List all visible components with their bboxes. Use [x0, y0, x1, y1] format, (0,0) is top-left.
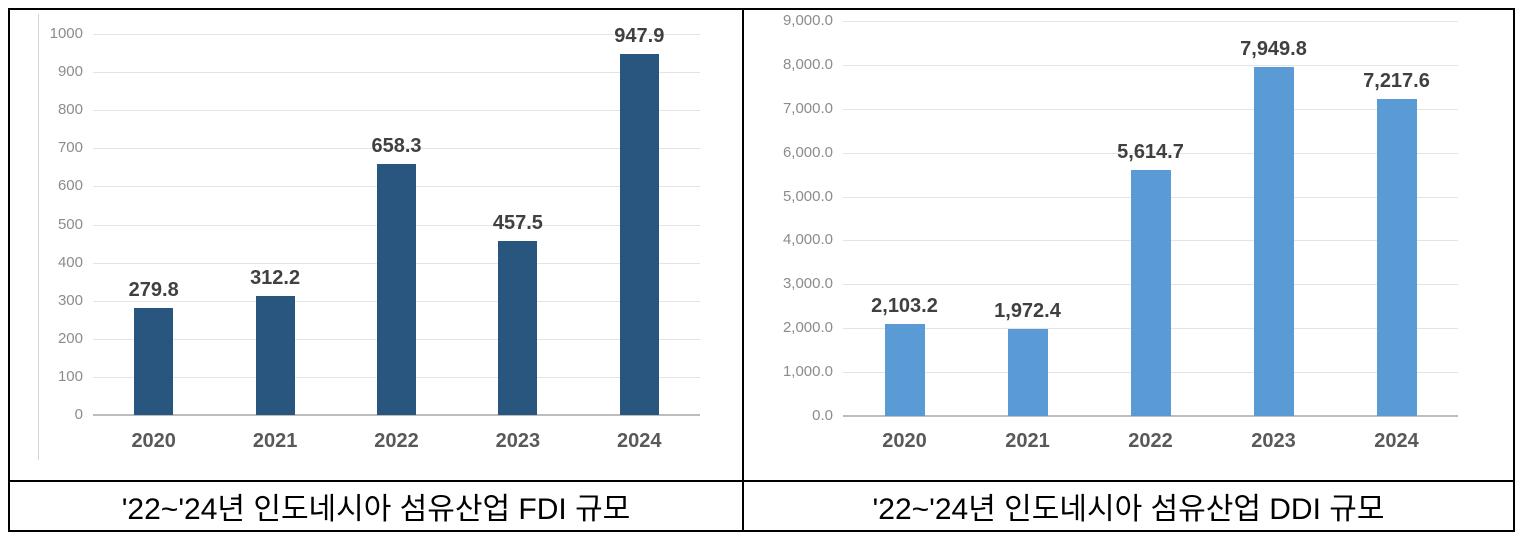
y-tick-label: 800 — [57, 101, 83, 119]
value-label-2022: 658.3 — [371, 135, 422, 157]
value-label-2024: 947.9 — [614, 25, 665, 47]
bar-2020 — [885, 324, 925, 416]
category-label-2020: 2020 — [131, 430, 176, 452]
bar-2024 — [620, 54, 659, 415]
y-tick-label: 100 — [57, 367, 83, 385]
y-tick-label: 8,000.0 — [782, 55, 833, 73]
y-tick-label: 200 — [57, 329, 83, 347]
y-tick-label: 9,000.0 — [782, 12, 833, 29]
y-tick-label: 0 — [74, 406, 83, 423]
gridline — [843, 152, 1458, 154]
value-label-2022: 5,614.7 — [1117, 141, 1184, 163]
category-label-2023: 2023 — [1251, 430, 1296, 452]
gridline — [93, 110, 700, 112]
y-tick-label: 900 — [57, 63, 83, 81]
gridline — [93, 34, 700, 35]
x-axis-line — [843, 415, 1458, 417]
gridline — [843, 21, 1458, 22]
category-label-2021: 2021 — [1005, 430, 1050, 452]
value-label-2021: 312.2 — [250, 267, 301, 289]
chart-image-edge — [38, 14, 39, 460]
value-label-2020: 279.8 — [128, 279, 179, 301]
value-label-2020: 2,103.2 — [871, 295, 938, 317]
category-label-2020: 2020 — [882, 430, 927, 452]
y-tick-label: 700 — [57, 139, 83, 157]
y-tick-label: 3,000.0 — [782, 275, 833, 293]
y-tick-label: 1,000.0 — [782, 363, 833, 381]
y-tick-label: 7,000.0 — [782, 99, 833, 117]
y-tick-label: 500 — [57, 215, 83, 233]
value-label-2024: 7,217.6 — [1363, 70, 1430, 92]
y-tick-label: 1000 — [49, 25, 83, 42]
category-label-2024: 2024 — [1374, 430, 1419, 452]
category-label-2022: 2022 — [374, 430, 419, 452]
y-tick-label: 0.0 — [812, 407, 833, 424]
gridline — [843, 64, 1458, 66]
value-label-2021: 1,972.4 — [994, 300, 1061, 322]
bar-2022 — [377, 164, 416, 415]
two-chart-table: 0 100 200 300 400 500 600 700 800 900 1000 279.8 202… — [8, 8, 1515, 532]
y-tick-label: 600 — [57, 177, 83, 195]
y-tick-label: 400 — [57, 253, 83, 271]
category-label-2021: 2021 — [252, 430, 298, 452]
category-label-2023: 2023 — [495, 430, 541, 452]
y-tick-label: 6,000.0 — [782, 143, 833, 161]
ddi-chart-caption: '22~'24년 인도네시아 섬유산업 DDI 규모 — [744, 480, 1513, 530]
x-axis-line — [93, 414, 700, 416]
bar-2022 — [1131, 170, 1171, 416]
bar-2024 — [1377, 99, 1417, 416]
value-label-2023: 7,949.8 — [1240, 38, 1307, 60]
ddi-bar-chart: 0.0 1,000.0 2,000.0 3,000.0 4,000.0 5,000.0 6,… — [744, 10, 1513, 480]
gridline — [843, 108, 1458, 110]
bar-2021 — [1008, 329, 1048, 416]
bar-2021 — [256, 296, 295, 415]
bar-2023 — [1254, 67, 1294, 416]
fdi-bar-chart: 0 100 200 300 400 500 600 700 800 900 1000 279.8 202… — [10, 10, 744, 480]
y-tick-label: 5,000.0 — [782, 187, 833, 205]
y-tick-label: 2,000.0 — [782, 319, 833, 337]
category-label-2022: 2022 — [1128, 430, 1173, 452]
gridline — [93, 148, 700, 150]
y-tick-label: 4,000.0 — [782, 231, 833, 249]
bar-2023 — [498, 241, 537, 415]
category-label-2024: 2024 — [617, 430, 662, 452]
y-tick-label: 300 — [57, 291, 83, 309]
value-label-2023: 457.5 — [492, 212, 543, 234]
fdi-chart-caption: '22~'24년 인도네시아 섬유산업 FDI 규모 — [10, 480, 744, 530]
gridline — [93, 72, 700, 74]
bar-2020 — [134, 308, 173, 415]
